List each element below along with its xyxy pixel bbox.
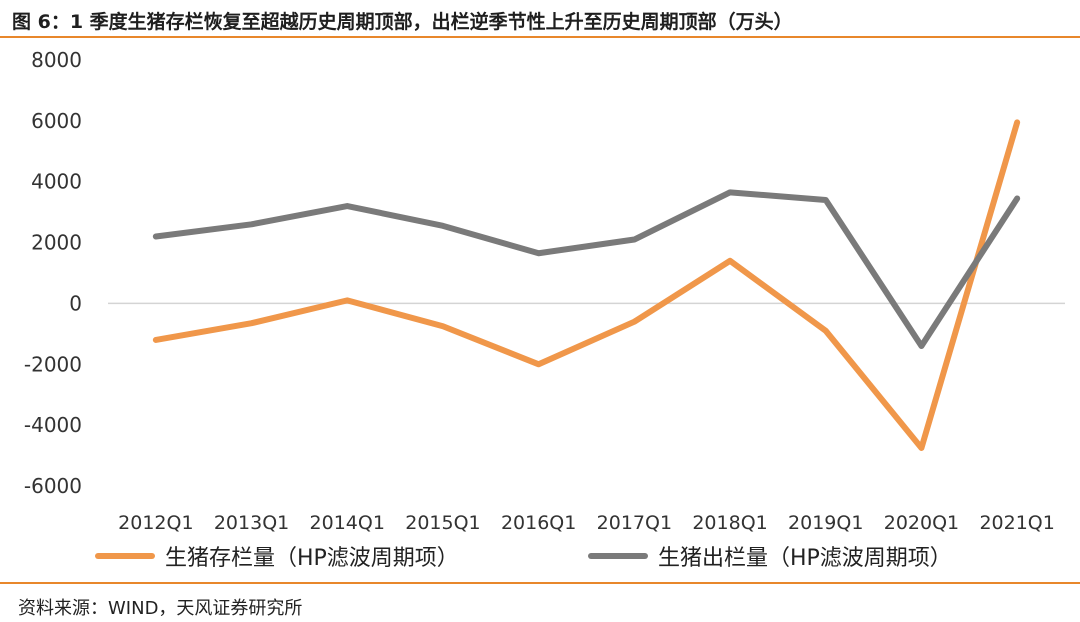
x-tick-label: 2015Q1	[405, 512, 480, 534]
y-tick-label: -2000	[24, 352, 82, 376]
x-tick-label: 2021Q1	[979, 512, 1054, 534]
y-tick-label: -4000	[24, 413, 82, 437]
x-tick-label: 2018Q1	[692, 512, 767, 534]
x-axis: 2012Q1 2013Q1 2014Q1 2015Q1 2016Q1 2017Q1 2018…	[118, 512, 1055, 534]
y-tick-label: -6000	[24, 474, 82, 498]
y-tick-label: 2000	[31, 231, 82, 255]
x-tick-label: 2019Q1	[788, 512, 863, 534]
series-lines	[152, 119, 1021, 451]
legend-swatch-inventory	[95, 553, 155, 559]
y-tick-label: 0	[69, 291, 82, 315]
x-tick-label: 2013Q1	[214, 512, 289, 534]
series-line-inventory	[152, 119, 1021, 451]
legend-label-inventory: 生猪存栏量（HP滤波周期项）	[165, 546, 459, 571]
x-tick-label: 2017Q1	[597, 512, 672, 534]
source-note: 资料来源：WIND，天风证券研究所	[18, 598, 303, 619]
legend-label-slaughter: 生猪出栏量（HP滤波周期项）	[658, 546, 952, 571]
x-tick-label: 2012Q1	[118, 512, 193, 534]
legend-item-slaughter: 生猪出栏量（HP滤波周期项）	[588, 538, 952, 574]
title-bar: 图 6：1 季度生猪存栏恢复至超越历史周期顶部，出栏逆季节性上升至历史周期顶部（…	[0, 0, 1080, 38]
y-tick-label: 4000	[31, 170, 82, 194]
x-tick-label: 2020Q1	[884, 512, 959, 534]
legend: 生猪存栏量（HP滤波周期项） 生猪出栏量（HP滤波周期项）	[0, 538, 1080, 574]
x-tick-label: 2016Q1	[501, 512, 576, 534]
y-tick-label: 6000	[31, 109, 82, 133]
footer-divider	[0, 582, 1080, 584]
x-tick-label: 2014Q1	[310, 512, 385, 534]
series-line-slaughter	[152, 189, 1021, 350]
y-axis: 8000 6000 4000 2000 0 -2000 -4000 -6000	[24, 48, 82, 498]
figure-title: 图 6：1 季度生猪存栏恢复至超越历史周期顶部，出栏逆季节性上升至历史周期顶部（…	[12, 11, 793, 33]
y-tick-label: 8000	[31, 48, 82, 72]
legend-item-inventory: 生猪存栏量（HP滤波周期项）	[95, 538, 459, 574]
legend-swatch-slaughter	[588, 553, 648, 559]
